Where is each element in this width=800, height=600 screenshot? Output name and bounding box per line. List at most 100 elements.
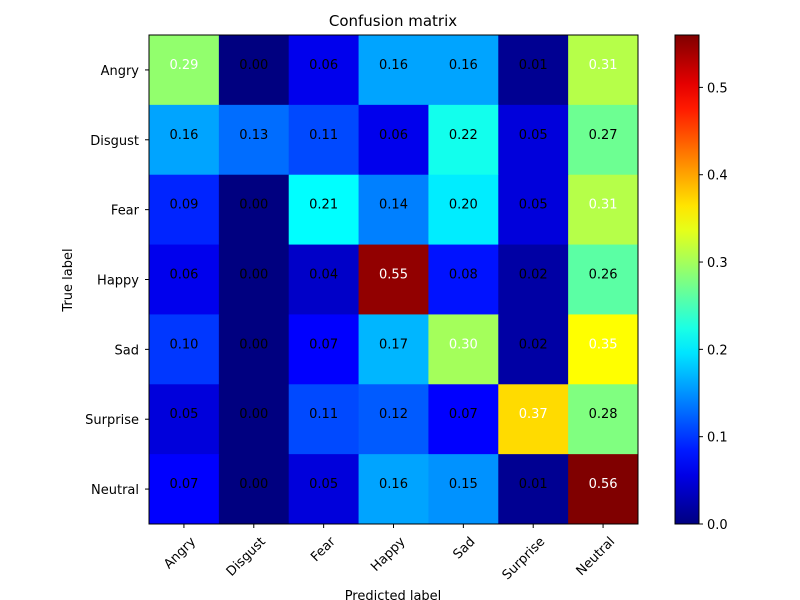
heatmap-cell bbox=[288, 454, 360, 525]
y-axis-label: True label bbox=[61, 248, 76, 312]
colorbar bbox=[674, 34, 700, 525]
y-tick-label: Neutral bbox=[91, 483, 139, 498]
heatmap-cell bbox=[358, 174, 429, 246]
x-axis-label: Predicted label bbox=[345, 589, 442, 600]
heatmap-cell bbox=[498, 454, 569, 525]
cell-value-label: 0.02 bbox=[519, 337, 548, 352]
cell-value-label: 0.56 bbox=[589, 477, 618, 492]
heatmap-cell bbox=[498, 244, 569, 315]
y-tick-label: Happy bbox=[97, 274, 139, 289]
heatmap-cell bbox=[568, 244, 639, 315]
colorbar-tick-label: 0.1 bbox=[707, 431, 728, 446]
heatmap-cell bbox=[568, 35, 639, 106]
cell-value-label: 0.13 bbox=[239, 128, 268, 143]
cell-value-label: 0.00 bbox=[239, 407, 268, 422]
heatmap-cell bbox=[428, 104, 499, 176]
heatmap-cell bbox=[568, 174, 639, 246]
heatmap-cell bbox=[358, 314, 429, 385]
cell-value-label: 0.06 bbox=[169, 268, 198, 283]
cell-value-label: 0.09 bbox=[169, 198, 198, 213]
cell-value-label: 0.15 bbox=[449, 477, 478, 492]
cell-value-label: 0.26 bbox=[589, 268, 618, 283]
cell-value-label: 0.29 bbox=[169, 58, 198, 73]
cell-value-label: 0.05 bbox=[309, 477, 338, 492]
cell-value-label: 0.00 bbox=[239, 58, 268, 73]
cell-value-label: 0.16 bbox=[449, 58, 478, 73]
heatmap-cell bbox=[358, 35, 429, 106]
colorbar-tick-label: 0.2 bbox=[707, 343, 728, 358]
heatmap-cell bbox=[428, 314, 499, 385]
cell-value-label: 0.01 bbox=[519, 58, 548, 73]
colorbar-tick-label: 0.0 bbox=[707, 518, 728, 533]
heatmap-cell bbox=[149, 314, 220, 385]
heatmap-cell bbox=[218, 384, 290, 455]
heatmap-cell bbox=[568, 384, 639, 455]
cell-value-label: 0.00 bbox=[239, 337, 268, 352]
heatmap-cell bbox=[428, 454, 499, 525]
heatmap-cell bbox=[568, 314, 639, 385]
cell-value-label: 0.04 bbox=[309, 268, 338, 283]
heatmap-cell bbox=[568, 104, 639, 176]
cell-value-label: 0.35 bbox=[589, 337, 618, 352]
colorbar-tick-label: 0.5 bbox=[707, 81, 728, 96]
heatmap-cell bbox=[358, 454, 429, 525]
heatmap-cell bbox=[149, 104, 220, 176]
x-tick-label: Angry bbox=[161, 534, 199, 572]
x-axis: Angry Disgust Fear Happy Sad Surprise Neutral bbox=[161, 524, 618, 583]
cell-value-label: 0.05 bbox=[169, 407, 198, 422]
heatmap-cell bbox=[288, 35, 360, 106]
heatmap-cell bbox=[218, 104, 290, 176]
x-tick-label: Disgust bbox=[224, 534, 269, 579]
cell-value-label: 0.12 bbox=[379, 407, 408, 422]
heatmap-cell bbox=[288, 244, 360, 315]
cell-value-label: 0.37 bbox=[519, 407, 548, 422]
cell-value-label: 0.11 bbox=[309, 128, 338, 143]
cell-value-label: 0.16 bbox=[379, 58, 408, 73]
heatmap-cell bbox=[498, 174, 569, 246]
x-tick-label: Surprise bbox=[500, 534, 549, 583]
y-tick-label: Fear bbox=[111, 204, 140, 219]
y-axis: Angry Disgust Fear Happy Sad Surprise Neutral bbox=[85, 64, 149, 498]
colorbar-ticks: 0.0 0.1 0.2 0.3 0.4 0.5 bbox=[699, 81, 728, 533]
heatmap-cell bbox=[149, 174, 220, 246]
cell-value-label: 0.14 bbox=[379, 198, 408, 213]
heatmap-cell bbox=[149, 384, 220, 455]
cell-value-label: 0.16 bbox=[379, 477, 408, 492]
cell-value-label: 0.31 bbox=[589, 198, 618, 213]
cell-value-label: 0.55 bbox=[379, 268, 408, 283]
y-tick-label: Angry bbox=[101, 64, 140, 79]
y-tick-label: Sad bbox=[115, 343, 139, 358]
heatmap-cell bbox=[218, 454, 290, 525]
heatmap-cell bbox=[498, 104, 569, 176]
cell-value-label: 0.28 bbox=[589, 407, 618, 422]
heatmap-cell bbox=[288, 314, 360, 385]
chart-title: Confusion matrix bbox=[329, 12, 457, 30]
cell-value-label: 0.00 bbox=[239, 198, 268, 213]
heatmap-cell bbox=[288, 104, 360, 176]
cell-value-label: 0.05 bbox=[519, 198, 548, 213]
colorbar-tick-label: 0.3 bbox=[707, 256, 728, 271]
cell-value-label: 0.10 bbox=[169, 337, 198, 352]
heatmap-cell bbox=[568, 454, 639, 525]
cell-value-label: 0.17 bbox=[379, 337, 408, 352]
cell-value-label: 0.20 bbox=[449, 198, 478, 213]
cell-value-label: 0.06 bbox=[379, 128, 408, 143]
cell-value-label: 0.06 bbox=[309, 58, 338, 73]
x-tick-label: Neutral bbox=[574, 534, 619, 579]
heatmap-cell bbox=[288, 174, 360, 246]
cell-value-label: 0.30 bbox=[449, 337, 478, 352]
heatmap-cell bbox=[358, 244, 429, 315]
cell-value-label: 0.00 bbox=[239, 477, 268, 492]
heatmap-cell bbox=[149, 454, 220, 525]
heatmap-cell bbox=[358, 384, 429, 455]
cell-value-label: 0.22 bbox=[449, 128, 478, 143]
heatmap-cells: 0.29 0.00 0.06 0.16 0.16 0.01 0.31 0.16 0.13 0.11… bbox=[149, 35, 639, 525]
heatmap-cell bbox=[218, 35, 290, 106]
cell-value-label: 0.00 bbox=[239, 268, 268, 283]
cell-value-label: 0.07 bbox=[169, 477, 198, 492]
y-tick-label: Surprise bbox=[85, 413, 139, 428]
heatmap-cell bbox=[428, 174, 499, 246]
y-tick-label: Disgust bbox=[90, 134, 139, 149]
heatmap-cell bbox=[288, 384, 360, 455]
